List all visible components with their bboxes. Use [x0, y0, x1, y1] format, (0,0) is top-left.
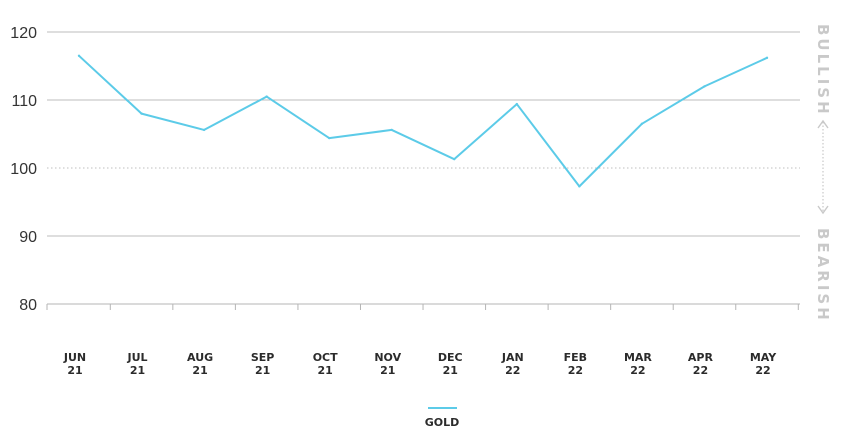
x-tick-label: APR 22	[688, 351, 714, 377]
x-tick-label: NOV 21	[374, 351, 401, 377]
data-point	[140, 112, 143, 115]
data-point	[515, 102, 519, 106]
x-tick-label: JUN 21	[63, 351, 86, 377]
arrow-head-down	[817, 205, 829, 215]
arrow-head-up	[817, 119, 829, 129]
data-point	[640, 122, 644, 126]
x-tick-label: DEC 21	[438, 351, 463, 377]
data-point	[390, 128, 393, 132]
sentiment-indicator: BULLISH BEARISH	[814, 24, 832, 323]
series-line-gold	[78, 54, 768, 188]
series-layer	[77, 54, 769, 188]
y-tick-label: 120	[10, 25, 37, 42]
grid-lines	[47, 31, 800, 305]
y-tick-label: 110	[11, 93, 37, 110]
data-point	[327, 136, 331, 140]
x-tick-label: JAN 22	[501, 351, 524, 377]
x-tick-label: MAR 22	[624, 351, 652, 377]
bearish-label: BEARISH	[814, 228, 832, 323]
y-tick-label: 100	[10, 161, 37, 178]
legend-label-gold: GOLD	[425, 416, 460, 429]
x-tick-label: AUG 21	[187, 351, 213, 377]
x-tick-label: SEP 21	[251, 351, 275, 377]
bullish-label: BULLISH	[814, 24, 832, 117]
data-point	[265, 95, 268, 98]
x-axis: JUN 21 JUL 21 AUG 21 SEP 21 OCT 21 NOV 21 DEC 21 JAN 22…	[46, 304, 799, 377]
x-tick-label: OCT 21	[313, 351, 338, 377]
data-point	[453, 157, 456, 161]
x-tick-label: JUL 21	[127, 351, 148, 377]
y-tick-label: 80	[19, 297, 37, 314]
data-point	[77, 54, 81, 57]
data-point	[202, 128, 206, 132]
data-point	[578, 185, 581, 188]
x-tick-label: FEB 22	[564, 351, 587, 377]
y-tick-label: 90	[19, 229, 37, 246]
legend: GOLD	[425, 407, 460, 429]
double-arrow-icon	[817, 119, 829, 215]
x-tick-label: MAY 22	[750, 351, 777, 377]
data-point	[703, 85, 706, 88]
y-axis: 80 90 100 110 120	[10, 25, 37, 314]
data-point	[765, 56, 769, 60]
